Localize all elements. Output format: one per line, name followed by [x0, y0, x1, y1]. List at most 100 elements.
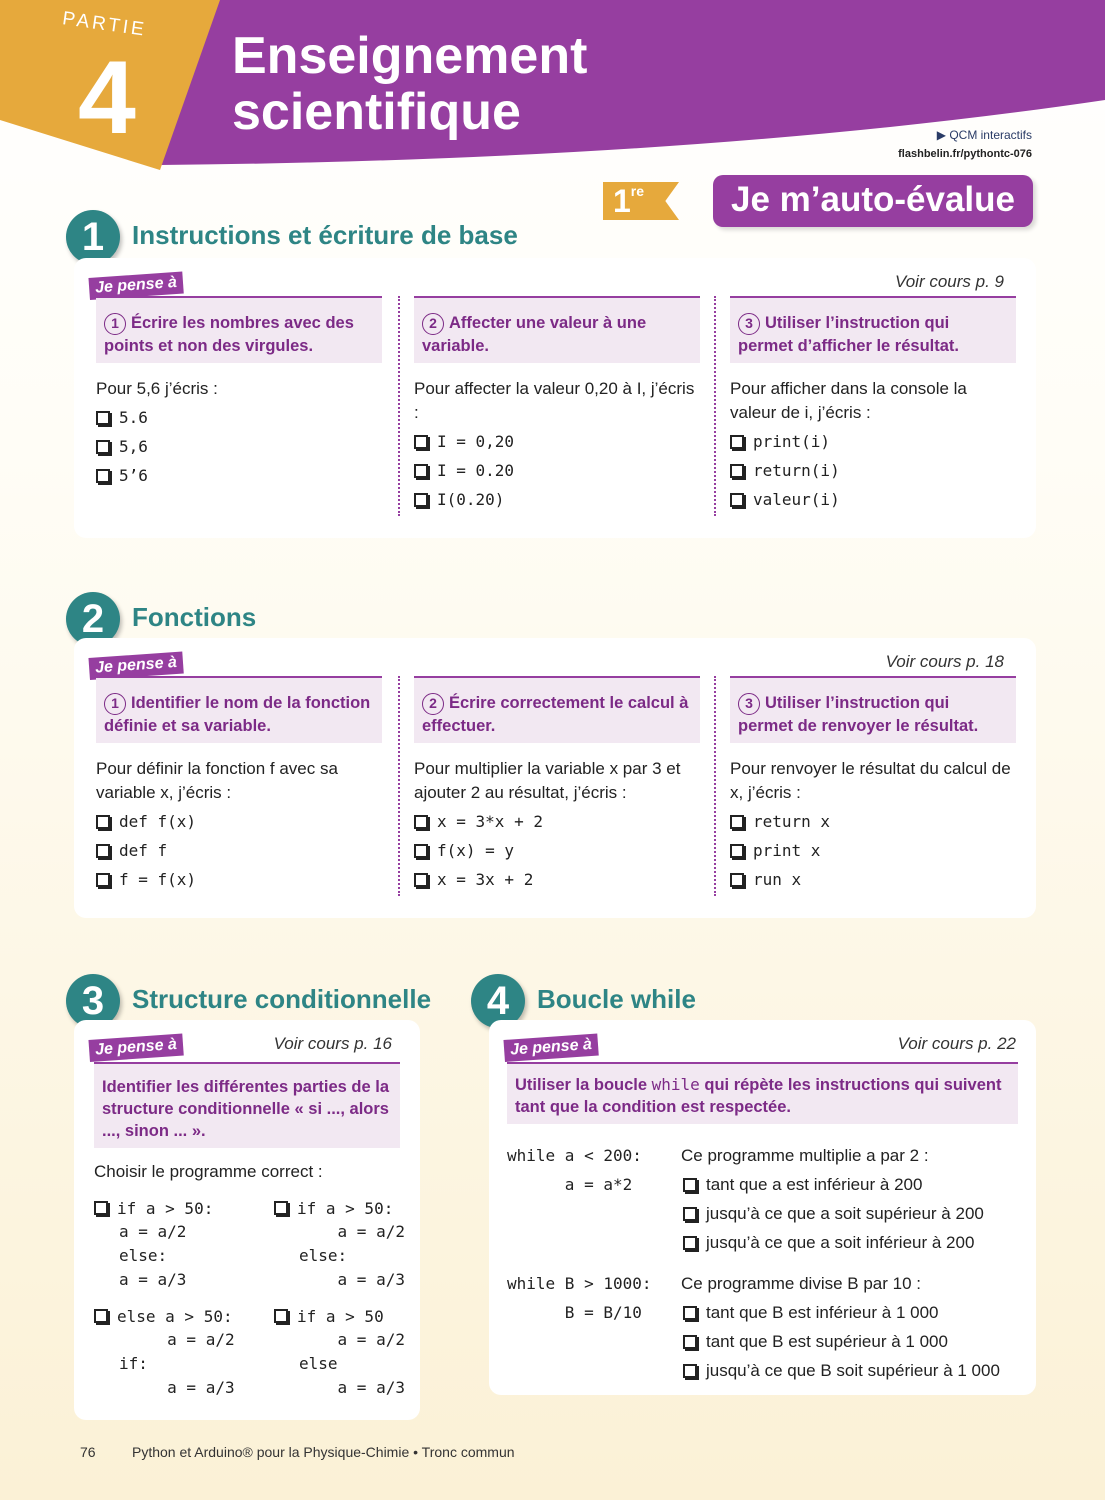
checkbox[interactable]	[730, 493, 744, 507]
option-code: x = 3*x + 2	[437, 812, 543, 831]
checkbox[interactable]	[683, 1364, 697, 1378]
answer-option[interactable]: x = 3x + 2	[414, 868, 700, 892]
answer-option[interactable]: x = 3*x + 2	[414, 810, 700, 834]
voir-cours-link[interactable]: Voir cours p. 18	[885, 652, 1004, 671]
footer-book-title: Python et Arduino® pour la Physique-Chim…	[132, 1444, 515, 1460]
question-number: 1	[104, 313, 126, 335]
voir-cours-link[interactable]: Voir cours p. 9	[895, 272, 1004, 291]
answer-option[interactable]: print(i)	[730, 430, 1016, 454]
answer-option[interactable]: jusqu’à ce que a soit supérieur à 200	[683, 1202, 984, 1226]
answer-option[interactable]: else a > 50: a = a/2 if: a = a/3	[94, 1304, 235, 1400]
checkbox[interactable]	[730, 844, 744, 858]
checkbox[interactable]	[274, 1309, 288, 1323]
checkbox[interactable]	[96, 815, 110, 829]
option-code: def f	[119, 841, 168, 860]
checkbox[interactable]	[414, 435, 428, 449]
answer-option[interactable]: 5.6	[96, 406, 382, 430]
checkbox[interactable]	[730, 435, 744, 449]
section-number-badge: 4	[471, 974, 525, 1028]
checkbox[interactable]	[414, 464, 428, 478]
checkbox[interactable]	[414, 815, 428, 829]
section-card: Je pense à Voir cours p. 16 Identifier les…	[74, 1020, 420, 1420]
question-prompt: Pour affecter la valeur 0,20 à I, j’écri…	[414, 379, 695, 422]
checkbox[interactable]	[683, 1335, 697, 1349]
goal-text: Utiliser l’instruction qui permet de ren…	[738, 694, 979, 735]
page-number: 76	[80, 1444, 96, 1460]
checkbox[interactable]	[730, 873, 744, 887]
goal-text: Utiliser la boucle	[515, 1076, 652, 1094]
program-code-line: while a < 200:	[507, 1146, 642, 1165]
checkbox[interactable]	[94, 1201, 108, 1215]
question-number: 3	[738, 693, 760, 715]
program-code-line: B = B/10	[507, 1303, 642, 1322]
answer-option[interactable]: def f(x)	[96, 810, 382, 834]
answer-option[interactable]: tant que B est inférieur à 1 000	[683, 1301, 939, 1325]
section-number-badge: 1	[66, 210, 120, 264]
question-goal: 3 Utiliser l’instruction qui permet d’aff…	[730, 296, 1016, 363]
checkbox[interactable]	[414, 844, 428, 858]
answer-option[interactable]: valeur(i)	[730, 488, 1016, 512]
option-code: return x	[753, 812, 831, 831]
goal-text: Identifier le nom de la fonction définie…	[104, 694, 371, 735]
section-title: Structure conditionnelle	[132, 984, 432, 1014]
checkbox[interactable]	[96, 440, 110, 454]
answer-option[interactable]: if a > 50: a = a/2 else: a = a/3	[94, 1196, 213, 1292]
answer-option[interactable]: tant que a est inférieur à 200	[683, 1173, 922, 1197]
qcm-link[interactable]: ▶ QCM interactifs flashbelin.fr/pythontc-…	[898, 128, 1032, 160]
checkbox[interactable]	[96, 873, 110, 887]
answer-option[interactable]: I = 0,20	[414, 430, 700, 454]
je-pense-a-tag: Je pense à	[503, 1033, 599, 1062]
answer-option[interactable]: I = 0.20	[414, 459, 700, 483]
option-first-line: else a > 50:	[94, 1304, 235, 1328]
option-code: return(i)	[753, 461, 840, 480]
answer-option[interactable]: I(0.20)	[414, 488, 700, 512]
answer-option[interactable]: jusqu’à ce que a soit inférieur à 200	[683, 1231, 974, 1255]
question-prompt: Ce programme multiplie a par 2 :	[681, 1146, 929, 1165]
voir-cours-link[interactable]: Voir cours p. 16	[273, 1034, 392, 1053]
answer-option[interactable]: 5’6	[96, 464, 382, 488]
option-code: I = 0.20	[437, 461, 515, 480]
question-goal: Identifier les différentes parties de la…	[94, 1062, 400, 1148]
option-code: x = 3x + 2	[437, 870, 534, 889]
answer-option[interactable]: return(i)	[730, 459, 1016, 483]
answer-option[interactable]: run x	[730, 868, 1016, 892]
column-divider	[714, 296, 716, 516]
answer-option[interactable]: f(x) = y	[414, 839, 700, 863]
column-divider	[714, 676, 716, 896]
answer-option[interactable]: if a > 50 a = a/2 else a = a/3	[274, 1304, 405, 1400]
checkbox[interactable]	[683, 1306, 697, 1320]
voir-cours-link[interactable]: Voir cours p. 22	[897, 1034, 1016, 1053]
checkbox[interactable]	[96, 844, 110, 858]
checkbox[interactable]	[683, 1236, 697, 1250]
goal-text: Écrire les nombres avec des points et no…	[104, 314, 354, 355]
answer-option[interactable]: return x	[730, 810, 1016, 834]
answer-option[interactable]: 5,6	[96, 435, 382, 459]
option-code-line: else	[299, 1354, 338, 1373]
checkbox[interactable]	[274, 1201, 288, 1215]
answer-option[interactable]: tant que B est supérieur à 1 000	[683, 1330, 948, 1354]
checkbox[interactable]	[730, 464, 744, 478]
option-code: valeur(i)	[753, 490, 840, 509]
checkbox[interactable]	[96, 469, 110, 483]
section-card: Je pense à Voir cours p. 22 Utiliser la bo…	[489, 1020, 1036, 1395]
option-code-line: if a > 50	[297, 1306, 384, 1326]
question-prompt: Pour multiplier la variable x par 3 et a…	[414, 759, 681, 802]
answer-option[interactable]: jusqu’à ce que B soit supérieur à 1 000	[683, 1359, 1000, 1383]
section-title: Fonctions	[132, 602, 257, 632]
option-text: jusqu’à ce que B soit supérieur à 1 000	[706, 1361, 1000, 1380]
checkbox[interactable]	[730, 815, 744, 829]
answer-option[interactable]: print x	[730, 839, 1016, 863]
answer-option[interactable]: def f	[96, 839, 382, 863]
option-code: 5’6	[119, 466, 148, 485]
checkbox[interactable]	[414, 493, 428, 507]
answer-option[interactable]: if a > 50: a = a/2 else: a = a/3	[274, 1196, 405, 1292]
option-first-line: if a > 50:	[94, 1196, 213, 1220]
goal-code: while	[651, 1075, 700, 1094]
checkbox[interactable]	[683, 1207, 697, 1221]
checkbox[interactable]	[96, 411, 110, 425]
checkbox[interactable]	[414, 873, 428, 887]
checkbox[interactable]	[683, 1178, 697, 1192]
checkbox[interactable]	[94, 1309, 108, 1323]
option-code-line: a = a/3	[299, 1378, 405, 1397]
answer-option[interactable]: f = f(x)	[96, 868, 382, 892]
